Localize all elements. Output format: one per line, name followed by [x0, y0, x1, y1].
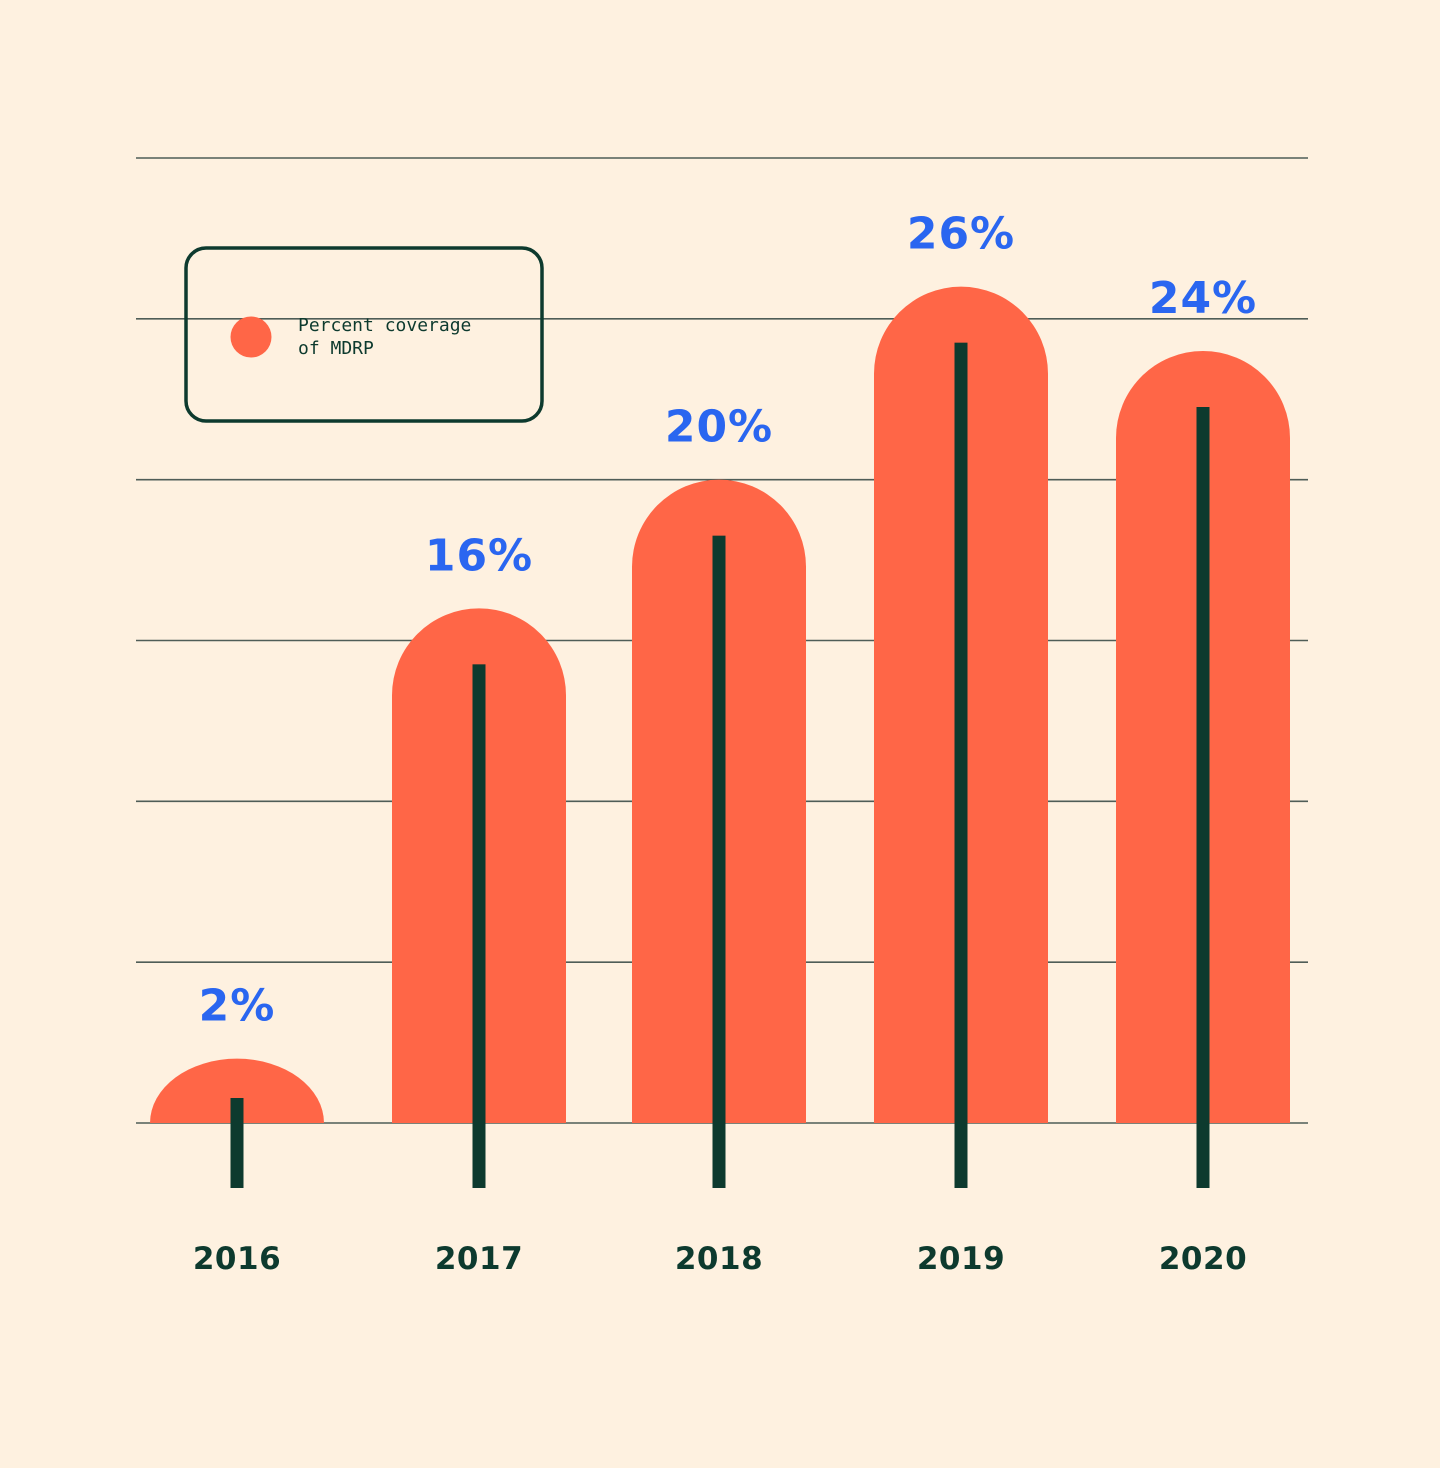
legend-label-line2: of MDRP: [298, 338, 374, 359]
bar-stem-2018: [712, 535, 726, 1188]
x-tick-label-2016: 2016: [193, 1241, 281, 1277]
legend-label-line1: Percent coverage: [298, 315, 471, 336]
bar-stem-2020: [1196, 407, 1210, 1188]
value-label-2019: 26%: [907, 209, 1015, 260]
bars: [150, 286, 1290, 1189]
bar-stem-2016: [230, 1098, 244, 1188]
x-tick-label-2020: 2020: [1159, 1241, 1247, 1277]
x-tick-label-2018: 2018: [675, 1241, 763, 1277]
bar-stem-2017: [472, 664, 486, 1188]
x-axis-labels: 2016 2017 2018 2019 2020: [193, 1241, 1247, 1277]
value-label-2016: 2%: [199, 981, 276, 1032]
x-tick-label-2019: 2019: [917, 1241, 1005, 1277]
x-tick-label-2017: 2017: [435, 1241, 523, 1277]
legend: Percent coverage of MDRP: [184, 246, 544, 423]
legend-box: [184, 246, 544, 423]
legend-marker-circle: [230, 316, 272, 358]
value-labels: 2% 16% 20% 26% 24%: [199, 209, 1257, 1032]
bar-stem-2019: [954, 342, 968, 1189]
value-label-2020: 24%: [1149, 273, 1257, 324]
value-label-2018: 20%: [665, 402, 773, 453]
bar-2016: [150, 1058, 324, 1123]
value-label-2017: 16%: [425, 530, 533, 581]
